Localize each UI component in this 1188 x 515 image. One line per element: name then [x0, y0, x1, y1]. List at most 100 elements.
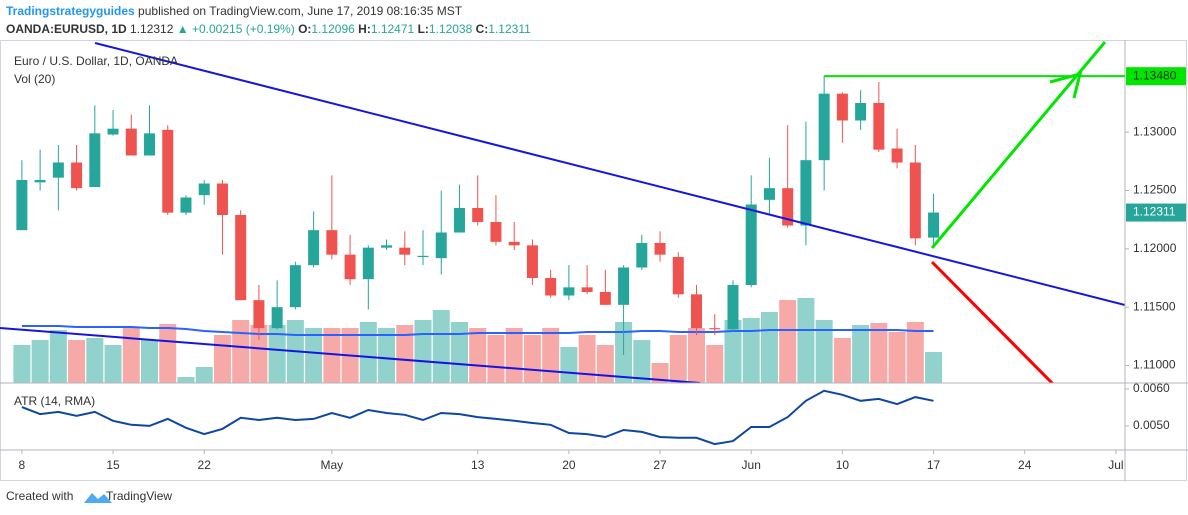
author[interactable]: Tradingstrategyguides	[6, 4, 135, 18]
volume-bar	[13, 345, 31, 383]
ohlc-value: 1.12096	[311, 22, 355, 36]
candle-body	[271, 307, 283, 329]
x-tick-label: May	[321, 458, 344, 472]
ohlc-key: C:	[476, 22, 489, 36]
candle-body	[435, 232, 447, 259]
volume-bar	[49, 330, 67, 383]
candle-body	[472, 208, 484, 222]
volume-layer	[13, 298, 943, 383]
candle-body	[909, 162, 921, 239]
frame	[0, 40, 1187, 481]
candle-body	[727, 285, 739, 330]
symbol: OANDA:EURUSD, 1D	[6, 22, 127, 36]
trendline[interactable]	[0, 327, 701, 383]
y-tick-label: 1.11000	[1133, 358, 1176, 372]
candle-body	[52, 162, 64, 178]
volume-bar	[925, 352, 943, 383]
volume-bar	[469, 328, 487, 383]
volume-bar	[633, 340, 651, 383]
volume-bar	[232, 320, 250, 383]
price: 1.12312	[130, 22, 174, 36]
volume-ma	[21, 325, 934, 336]
volume-bar	[669, 335, 687, 383]
candle-body	[253, 300, 265, 329]
volume-bar	[815, 320, 833, 383]
volume-bar	[68, 340, 86, 383]
volume-bar	[122, 328, 140, 383]
volume-bar	[596, 345, 614, 383]
candle-body	[125, 128, 137, 156]
published: published on TradingView.com, June 17, 2…	[138, 4, 463, 18]
trendline[interactable]	[94, 42, 1125, 306]
volume-bar	[31, 340, 49, 383]
x-tick-label: 27	[653, 458, 667, 472]
candle-body	[599, 292, 611, 305]
volume-bar	[724, 320, 742, 383]
atr-line	[21, 389, 934, 446]
x-tick-label: Jul	[1108, 458, 1123, 472]
ohlc-key: O:	[298, 22, 311, 36]
x-tick-label: 8	[19, 458, 26, 472]
volume-bar	[797, 298, 815, 383]
last-price-box	[1126, 203, 1186, 222]
candle-body	[873, 103, 885, 150]
x-tick-label: 13	[471, 458, 485, 472]
candle-body	[618, 267, 630, 305]
candle-body	[235, 215, 247, 301]
candle-body	[381, 245, 393, 248]
volume-bar	[870, 323, 888, 383]
volume-bar	[560, 347, 578, 383]
price-label-box	[1126, 67, 1186, 86]
candle-body	[198, 183, 210, 196]
candle-body	[636, 243, 648, 268]
candle-body	[308, 230, 320, 266]
volume-bar	[578, 335, 596, 383]
volume-bar	[760, 312, 778, 383]
volume-bar	[305, 328, 323, 383]
header-line: Tradingstrategyguides published on Tradi…	[6, 4, 463, 18]
arrow-head	[1049, 71, 1083, 99]
volume-bar	[268, 325, 286, 383]
price-label: 1.13480	[1133, 68, 1177, 82]
symbol-line: OANDA:EURUSD, 1D 1.12312 ▲ +0.00215 (+0.…	[6, 22, 531, 36]
x-tick-label: 24	[1018, 458, 1032, 472]
volume-bar	[523, 335, 541, 383]
series-title: Euro / U.S. Dollar, 1D, OANDA	[14, 54, 178, 68]
volume-bar	[833, 338, 851, 383]
ohlc-key: L:	[418, 22, 429, 36]
candle-body	[71, 162, 83, 189]
candle-body	[672, 257, 684, 295]
candle-body	[326, 230, 338, 255]
candle-body	[399, 247, 411, 255]
volume-bar	[688, 328, 706, 383]
candle-body	[216, 183, 228, 215]
arrow-line[interactable]	[930, 260, 1055, 386]
candle-body	[563, 287, 575, 296]
candle-body	[800, 160, 812, 226]
brand[interactable]: TradingView	[106, 489, 172, 503]
ohlc-value: 1.12311	[488, 22, 531, 36]
candle-body	[180, 197, 192, 213]
volume-bar	[505, 328, 523, 383]
logo[interactable]	[84, 493, 112, 503]
x-tick-label: 22	[198, 458, 212, 472]
candle-body	[891, 148, 903, 163]
candle-body	[362, 247, 374, 280]
volume-bar	[450, 322, 468, 383]
volume-bar	[213, 335, 231, 383]
volume-bar	[779, 300, 797, 383]
y-tick-label: 1.11500	[1133, 299, 1176, 313]
footer-text: Created with	[6, 489, 73, 503]
volume-bar	[323, 328, 341, 383]
volume-bar	[396, 325, 414, 383]
volume-bar	[104, 345, 122, 383]
volume-bar	[414, 320, 432, 383]
change: ▲ +0.00215 (+0.19%)	[177, 22, 295, 36]
volume-bar	[888, 332, 906, 383]
candle-body	[782, 188, 794, 226]
ohlc-value: 1.12471	[371, 22, 415, 36]
candle-body	[654, 243, 666, 255]
candle-body	[855, 103, 867, 121]
